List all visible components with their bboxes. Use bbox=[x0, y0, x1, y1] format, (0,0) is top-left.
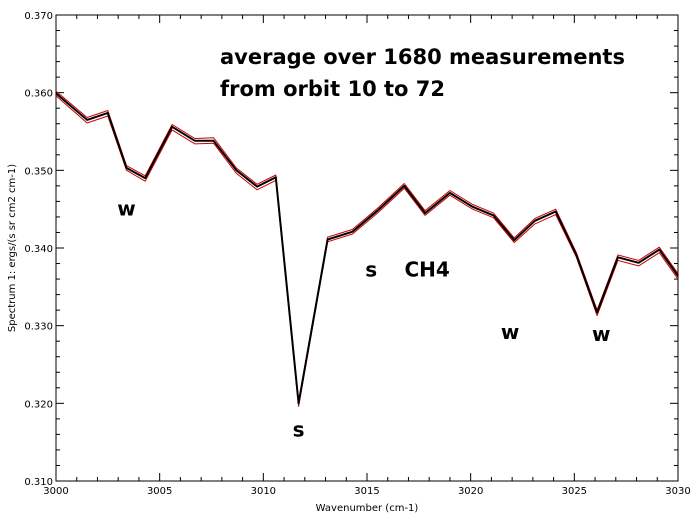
x-tick-label: 3000 bbox=[43, 486, 68, 497]
chart-title-line-2: from orbit 10 to 72 bbox=[220, 77, 445, 101]
y-tick-label: 0.370 bbox=[24, 11, 53, 22]
y-tick-label: 0.360 bbox=[24, 89, 53, 100]
y-tick-label: 0.330 bbox=[24, 322, 53, 333]
x-tick-label: 3030 bbox=[665, 486, 690, 497]
annotation-label: s bbox=[293, 418, 305, 442]
x-tick-label: 3020 bbox=[458, 486, 483, 497]
annotation-label: CH4 bbox=[404, 258, 449, 282]
annotation-label: s bbox=[365, 258, 377, 282]
x-tick-label: 3025 bbox=[562, 486, 587, 497]
annotation-label: w bbox=[117, 196, 135, 220]
y-tick-label: 0.320 bbox=[24, 399, 53, 410]
axis-tick-labels: 3000 3005 3010 3015 3020 3025 3030 0.310 0.320 0.… bbox=[24, 11, 690, 497]
y-tick-label: 0.350 bbox=[24, 166, 53, 177]
x-tick-label: 3010 bbox=[251, 486, 276, 497]
x-tick-label: 3005 bbox=[147, 486, 172, 497]
axis-ticks bbox=[55, 14, 679, 482]
y-tick-label: 0.340 bbox=[24, 244, 53, 255]
annotations: w s s CH4 w w bbox=[117, 196, 610, 441]
y-tick-label: 0.310 bbox=[24, 477, 53, 488]
annotation-label: w bbox=[592, 322, 610, 346]
annotation-label: w bbox=[501, 320, 519, 344]
series-lines bbox=[55, 90, 679, 407]
series-mean-line bbox=[55, 92, 679, 405]
x-tick-label: 3015 bbox=[354, 486, 379, 497]
y-axis-label: Spectrum 1: ergs/(s sr cm2 cm-1) bbox=[7, 164, 18, 332]
chart-title-line-1: average over 1680 measurements bbox=[220, 45, 625, 69]
x-axis-label: Wavenumber (cm-1) bbox=[316, 503, 419, 514]
